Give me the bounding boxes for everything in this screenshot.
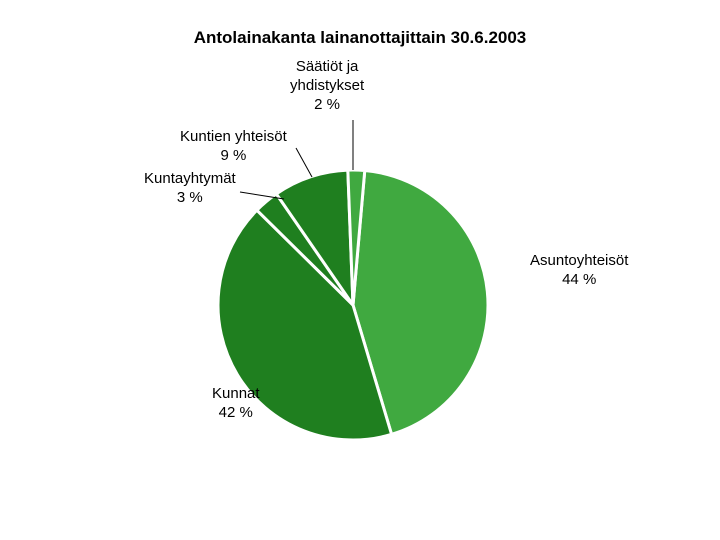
label-kunnat: Kunnat42 % (212, 385, 260, 423)
pie-chart: Antolainakanta lainanottajittain 30.6.20… (0, 0, 720, 540)
label-kuntayhtymat: Kuntayhtymät3 % (144, 170, 236, 208)
label-saatiot: Säätiöt jayhdistykset2 % (290, 58, 364, 114)
label-kuntien-yhteisot: Kuntien yhteisöt9 % (180, 128, 287, 166)
label-asuntoyhteisot: Asuntoyhteisöt44 % (530, 252, 628, 290)
leader-kuntien_yhteisot (296, 148, 312, 177)
